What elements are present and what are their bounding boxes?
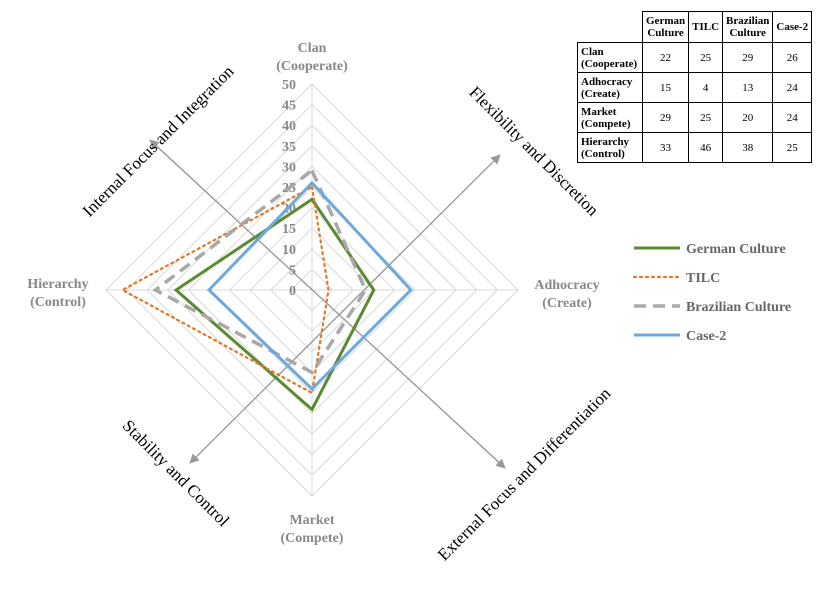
data-table: German Culture TILC Brazilian Culture Case… bbox=[577, 11, 813, 163]
table-cell: 25 bbox=[772, 132, 813, 163]
table-row: Adhocracy (Create) 15 4 13 24 bbox=[577, 72, 813, 103]
tick-label: 35 bbox=[282, 140, 296, 155]
axis-label-line: (Create) bbox=[542, 296, 592, 311]
diagonal-label: Stability and Control bbox=[119, 416, 233, 530]
diagonal-label: Internal Focus and Integration bbox=[79, 61, 238, 220]
tick-label: 40 bbox=[282, 119, 296, 134]
table-col-header: Case-2 bbox=[772, 11, 813, 43]
legend-label: Case-2 bbox=[686, 329, 726, 344]
table-cell: 20 bbox=[722, 102, 774, 133]
tick-label: 0 bbox=[289, 284, 296, 299]
diagonal-label: External Focus and Differentiation bbox=[434, 384, 615, 565]
series-case-2 bbox=[206, 180, 413, 391]
axis-label: Clan (Cooperate) bbox=[276, 41, 348, 74]
axis-label: Adhocracy (Create) bbox=[534, 278, 599, 311]
table-cell: 33 bbox=[641, 132, 690, 163]
axis-labels: Clan (Cooperate) Adhocracy (Create) Market (C… bbox=[27, 41, 599, 546]
axis-label-line: (Control) bbox=[30, 295, 86, 310]
tick-label: 45 bbox=[282, 99, 296, 114]
tick-label: 15 bbox=[282, 222, 296, 237]
table-row-header: Hierarchy (Control) bbox=[577, 132, 643, 163]
axis-label: Hierarchy (Control) bbox=[27, 277, 88, 310]
table-row: Hierarchy (Control) 33 46 38 25 bbox=[577, 132, 813, 163]
table-corner bbox=[577, 11, 643, 43]
table-header-row: German Culture TILC Brazilian Culture Case… bbox=[577, 11, 813, 43]
tick-label: 5 bbox=[289, 263, 296, 278]
tick-label: 10 bbox=[282, 243, 296, 258]
axis-label: Market (Compete) bbox=[281, 513, 344, 546]
tick-label: 50 bbox=[282, 78, 296, 93]
table-row: Market (Compete) 29 25 20 24 bbox=[577, 102, 813, 133]
table-cell: 24 bbox=[772, 72, 813, 103]
table-cell: 25 bbox=[688, 102, 724, 133]
axis-label-line: (Compete) bbox=[281, 531, 344, 546]
legend: German Culture TILC Brazilian Culture Case-… bbox=[632, 242, 791, 344]
axis-label-line: Hierarchy bbox=[27, 277, 88, 292]
table-row: Clan (Cooperate) 22 25 29 26 bbox=[577, 42, 813, 73]
table-cell: 24 bbox=[772, 102, 813, 133]
table-col-header: Brazilian Culture bbox=[722, 11, 774, 43]
axis-label-line: Clan bbox=[298, 41, 327, 56]
table-col-header: German Culture bbox=[641, 11, 690, 43]
table-cell: 29 bbox=[641, 102, 690, 133]
axis-label-line: Adhocracy bbox=[534, 278, 599, 293]
diagonal-arrows bbox=[149, 139, 506, 469]
table-cell: 25 bbox=[688, 42, 724, 73]
axis-label-line: (Cooperate) bbox=[276, 59, 348, 74]
table-cell: 13 bbox=[722, 72, 774, 103]
table-row-header: Clan (Cooperate) bbox=[577, 42, 643, 73]
legend-label: German Culture bbox=[686, 242, 786, 257]
table-cell: 15 bbox=[641, 72, 690, 103]
legend-label: TILC bbox=[686, 271, 720, 286]
table-row-header: Market (Compete) bbox=[577, 102, 643, 133]
series-brazilian-culture bbox=[152, 167, 368, 375]
table-cell: 38 bbox=[722, 132, 774, 163]
table-cell: 4 bbox=[688, 72, 724, 103]
table-col-header: TILC bbox=[688, 11, 724, 43]
axis-label-line: Market bbox=[289, 513, 334, 528]
tick-label: 30 bbox=[282, 160, 296, 175]
table-cell: 29 bbox=[722, 42, 774, 73]
arrow-internal-focus bbox=[149, 139, 506, 469]
series-group bbox=[120, 167, 413, 412]
table-cell: 26 bbox=[772, 42, 813, 73]
diagonal-labels: Internal Focus and Integration Flexibilit… bbox=[79, 61, 615, 564]
table-cell: 46 bbox=[688, 132, 724, 163]
legend-label: Brazilian Culture bbox=[686, 300, 791, 315]
table-cell: 22 bbox=[641, 42, 690, 73]
table-row-header: Adhocracy (Create) bbox=[577, 72, 643, 103]
arrow-stability bbox=[189, 154, 501, 464]
